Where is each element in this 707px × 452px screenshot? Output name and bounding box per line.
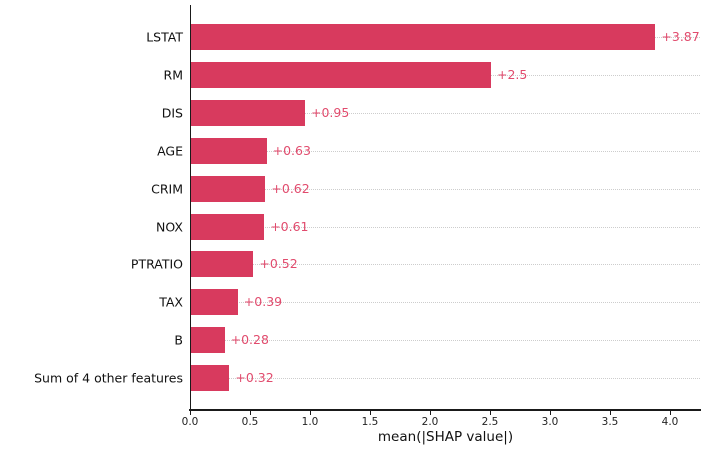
category-label: LSTAT [146,29,183,45]
x-tick-label: 1.5 [361,416,379,428]
category-label: DIS [161,105,183,121]
bar-b [191,327,225,354]
bar-rm [191,61,491,88]
x-tick-mark [430,410,432,415]
x-axis-spine [189,409,701,411]
row-gridline [190,378,700,380]
category-label: AGE [157,143,183,159]
bar-tax [191,289,238,316]
x-tick-label: 1.0 [301,416,319,428]
row-gridline [190,150,700,152]
x-tick-label: 0.0 [181,416,199,428]
x-tick-mark [190,410,192,415]
x-tick-label: 3.5 [601,416,619,428]
category-label: Sum of 4 other features [34,370,183,386]
category-label: NOX [156,219,183,234]
x-axis-label: mean(|SHAP value|) [377,429,514,445]
x-tick-mark [610,410,612,415]
category-label: CRIM [151,181,183,197]
bar-value-label: +0.63 [272,142,311,158]
row-gridline [190,188,700,190]
bar-value-label: +0.52 [259,256,298,272]
row-gridline [190,112,700,114]
row-gridline [190,302,700,304]
row-gridline [190,340,700,342]
x-tick-label: 3.0 [541,416,559,428]
category-label: PTRATIO [130,256,183,272]
row-gridline [190,226,700,228]
bar-value-label: +0.95 [311,104,350,120]
bar-value-label: +0.61 [270,218,309,234]
x-tick-mark [550,410,552,415]
bar-dis [191,99,305,126]
x-tick-mark [310,410,312,415]
bar-value-label: +0.39 [243,294,283,310]
bar-value-label: +0.62 [271,180,310,196]
bar-nox [191,213,265,240]
x-tick-mark [670,410,672,415]
bar-lstat [191,24,656,50]
bar-age [191,137,267,164]
category-label: RM [163,67,183,83]
x-tick-label: 2.0 [421,416,439,428]
x-tick-label: 2.5 [481,416,499,428]
x-tick-mark [370,410,372,415]
bar-value-label: +0.28 [230,332,269,348]
x-tick-label: 0.5 [241,416,259,428]
x-tick-mark [490,410,492,415]
category-label: B [174,332,183,348]
bar-crim [191,175,266,202]
bar-value-label: +3.87 [661,29,700,45]
row-gridline [190,264,700,266]
y-axis-spine [189,5,191,410]
bar-value-label: +0.32 [235,370,274,386]
category-label: TAX [159,294,183,310]
bar-value-label: +2.5 [497,67,528,83]
bar-ptratio [191,251,254,278]
x-tick-mark [250,410,252,415]
bar-sum-of-4-other-features [191,365,230,392]
x-tick-label: 4.0 [661,416,679,428]
